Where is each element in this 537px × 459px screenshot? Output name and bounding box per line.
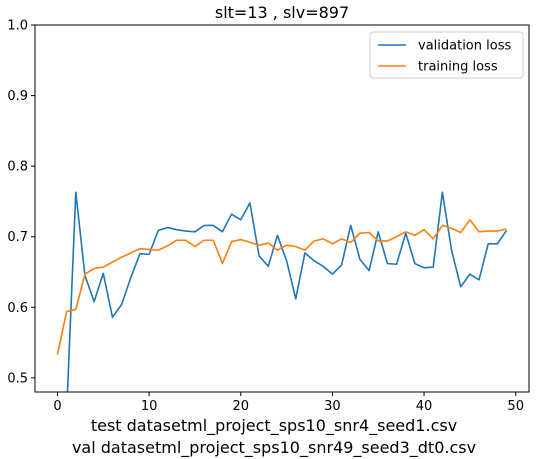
legend-label: validation loss — [418, 39, 511, 54]
y-axis: 0.5 0.6 0.7 0.8 0.9 1.0 — [7, 19, 35, 386]
x-tick-label: 30 — [324, 399, 341, 414]
training-loss-line — [56, 218, 507, 355]
x-axis-label-test: test datasetml_project_sps10_snr4_seed1.… — [91, 416, 457, 436]
y-tick-label: 1.0 — [7, 19, 28, 34]
legend-box — [369, 31, 524, 79]
x-axis: 0 10 20 30 40 50 — [53, 392, 524, 414]
y-tick-label: 0.5 — [7, 371, 28, 386]
x-tick-label: 40 — [416, 399, 433, 414]
y-tick-label: 0.9 — [7, 89, 28, 104]
x-tick-label: 20 — [232, 399, 249, 414]
y-tick-label: 0.8 — [7, 160, 28, 175]
series-layer — [56, 191, 508, 392]
legend-label: training loss — [418, 60, 498, 75]
x-axis-label-val: val datasetml_project_sps10_snr49_seed3_… — [72, 438, 476, 458]
x-tick-label: 50 — [507, 399, 524, 414]
x-tick-label: 10 — [141, 399, 158, 414]
y-tick-label: 0.7 — [7, 230, 28, 245]
x-tick-label: 0 — [53, 399, 61, 414]
y-tick-label: 0.6 — [7, 301, 28, 316]
chart-title: slt=13 , slv=897 — [215, 3, 349, 22]
plot-frame — [34, 24, 530, 393]
legend: validation loss training loss — [369, 31, 524, 79]
